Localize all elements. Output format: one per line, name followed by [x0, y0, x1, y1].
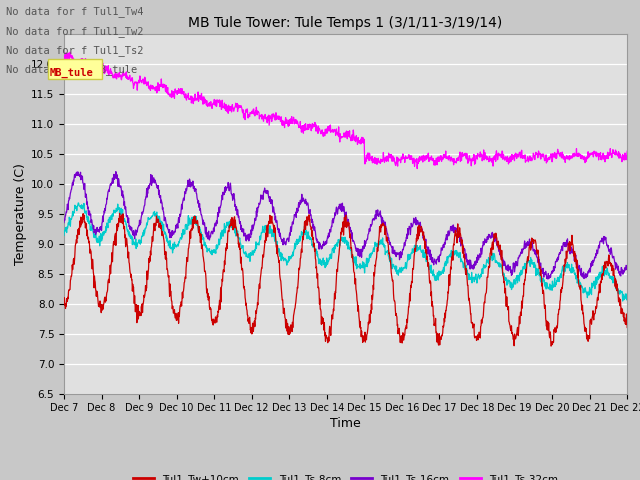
Text: No data for f Tul1_Tw2: No data for f Tul1_Tw2 — [6, 25, 144, 36]
Text: No data for f MB_tule: No data for f MB_tule — [6, 64, 138, 75]
X-axis label: Time: Time — [330, 418, 361, 431]
Text: No data for f Tul1_Tw4: No data for f Tul1_Tw4 — [6, 6, 144, 17]
Legend: Tul1_Tw+10cm, Tul1_Ts-8cm, Tul1_Ts-16cm, Tul1_Ts-32cm: Tul1_Tw+10cm, Tul1_Ts-8cm, Tul1_Ts-16cm,… — [129, 470, 563, 480]
Y-axis label: Temperature (C): Temperature (C) — [14, 163, 27, 264]
Title: MB Tule Tower: Tule Temps 1 (3/1/11-3/19/14): MB Tule Tower: Tule Temps 1 (3/1/11-3/19… — [188, 16, 503, 30]
Text: MB_tule: MB_tule — [50, 67, 93, 78]
Text: No data for f Tul1_Ts2: No data for f Tul1_Ts2 — [6, 45, 144, 56]
